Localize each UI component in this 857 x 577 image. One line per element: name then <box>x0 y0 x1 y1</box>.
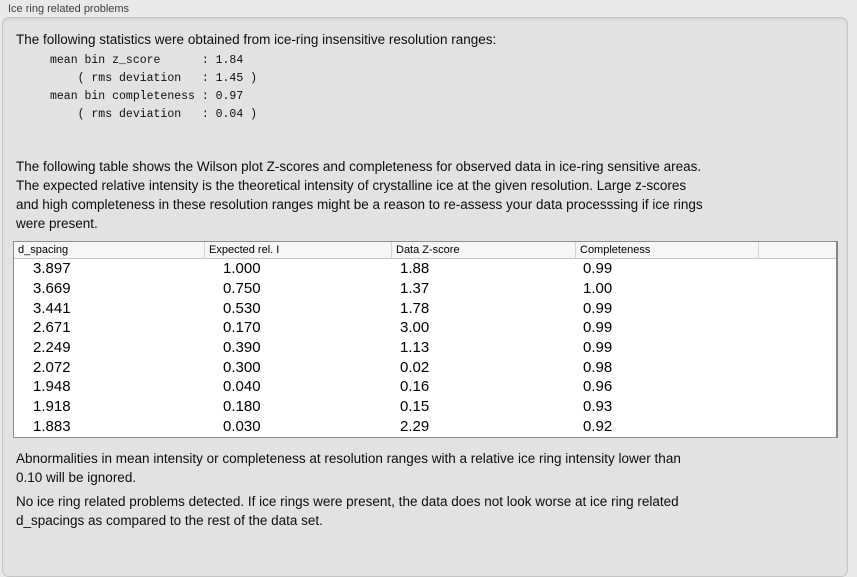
description-paragraph: The following table shows the Wilson plo… <box>16 159 703 231</box>
table-cell: 0.93 <box>575 396 758 417</box>
intro-paragraph: The following statistics were obtained f… <box>16 32 497 47</box>
table-cell: 0.16 <box>391 377 575 397</box>
table-cell: 1.78 <box>391 298 575 319</box>
panel-title: Ice ring related problems <box>8 3 130 15</box>
table-cell: 0.390 <box>204 337 391 358</box>
table-row[interactable]: 2.671 0.170 3.00 0.99 <box>14 318 836 338</box>
table-cell: 0.180 <box>204 396 391 417</box>
table-cell: 0.030 <box>204 416 391 437</box>
resolution-table-header: d_spacing Expected rel. I Data Z-score Comp… <box>14 242 836 259</box>
table-cell: 0.750 <box>204 278 391 299</box>
conclusion-paragraph: No ice ring related problems detected. I… <box>16 494 679 528</box>
column-header-blank[interactable] <box>758 242 836 259</box>
table-cell <box>758 337 836 358</box>
table-cell: 0.040 <box>204 377 391 397</box>
table-cell: 2.671 <box>14 318 204 338</box>
table-row[interactable]: 1.918 0.180 0.15 0.93 <box>14 396 836 417</box>
resolution-table-body: 3.897 1.000 1.88 0.99 3.669 0.750 1.37 1.00 3.44… <box>14 259 836 437</box>
table-cell: 2.29 <box>391 416 575 437</box>
table-cell: 1.13 <box>391 337 575 358</box>
column-header-data-z-score[interactable]: Data Z-score <box>391 242 575 259</box>
table-cell <box>758 377 836 397</box>
resolution-list-control: d_spacing Expected rel. I Data Z-score Comp… <box>13 241 838 438</box>
column-header-expected-rel-i[interactable]: Expected rel. I <box>204 242 391 259</box>
table-cell: 3.441 <box>14 298 204 319</box>
table-cell: 0.530 <box>204 298 391 319</box>
table-cell <box>758 416 836 437</box>
table-cell: 1.000 <box>204 259 391 279</box>
table-row[interactable]: 3.441 0.530 1.78 0.99 <box>14 298 836 319</box>
table-cell: 0.92 <box>575 416 758 437</box>
table-cell: 0.300 <box>204 357 391 378</box>
table-cell: 0.99 <box>575 337 758 358</box>
table-cell: 0.02 <box>391 357 575 378</box>
table-cell: 0.170 <box>204 318 391 338</box>
table-cell: 2.072 <box>14 357 204 378</box>
table-row[interactable]: 1.883 0.030 2.29 0.92 <box>14 416 836 437</box>
table-cell: 0.99 <box>575 259 758 279</box>
table-cell: 3.00 <box>391 318 575 338</box>
table-row[interactable]: 2.249 0.390 1.13 0.99 <box>14 337 836 358</box>
table-cell: 0.15 <box>391 396 575 417</box>
column-header-d-spacing[interactable]: d_spacing <box>14 242 204 259</box>
table-cell <box>758 259 836 279</box>
table-cell: 0.96 <box>575 377 758 397</box>
stats-block: mean bin z_score : 1.84 ( rms deviation … <box>50 54 258 121</box>
table-cell: 1.37 <box>391 278 575 299</box>
table-row[interactable]: 3.897 1.000 1.88 0.99 <box>14 259 836 279</box>
table-cell: 1.918 <box>14 396 204 417</box>
table-row[interactable]: 2.072 0.300 0.02 0.98 <box>14 357 836 378</box>
table-cell <box>758 396 836 417</box>
table-cell: 3.897 <box>14 259 204 279</box>
table-cell: 0.98 <box>575 357 758 378</box>
table-cell: 1.88 <box>391 259 575 279</box>
table-cell <box>758 318 836 338</box>
table-row[interactable]: 1.948 0.040 0.16 0.96 <box>14 377 836 397</box>
table-row[interactable]: 3.669 0.750 1.37 1.00 <box>14 278 836 299</box>
ignore-note-paragraph: Abnormalities in mean intensity or compl… <box>16 451 681 485</box>
table-cell: 1.948 <box>14 377 204 397</box>
table-cell: 0.99 <box>575 318 758 338</box>
table-cell: 0.99 <box>575 298 758 319</box>
resolution-table: d_spacing Expected rel. I Data Z-score Comp… <box>14 242 836 437</box>
table-cell: 2.249 <box>14 337 204 358</box>
table-cell: 3.669 <box>14 278 204 299</box>
table-cell: 1.00 <box>575 278 758 299</box>
table-cell: 1.883 <box>14 416 204 437</box>
header-row: d_spacing Expected rel. I Data Z-score Comp… <box>14 242 836 259</box>
column-header-completeness[interactable]: Completeness <box>575 242 758 259</box>
table-cell <box>758 278 836 299</box>
table-cell <box>758 357 836 378</box>
table-cell <box>758 298 836 319</box>
